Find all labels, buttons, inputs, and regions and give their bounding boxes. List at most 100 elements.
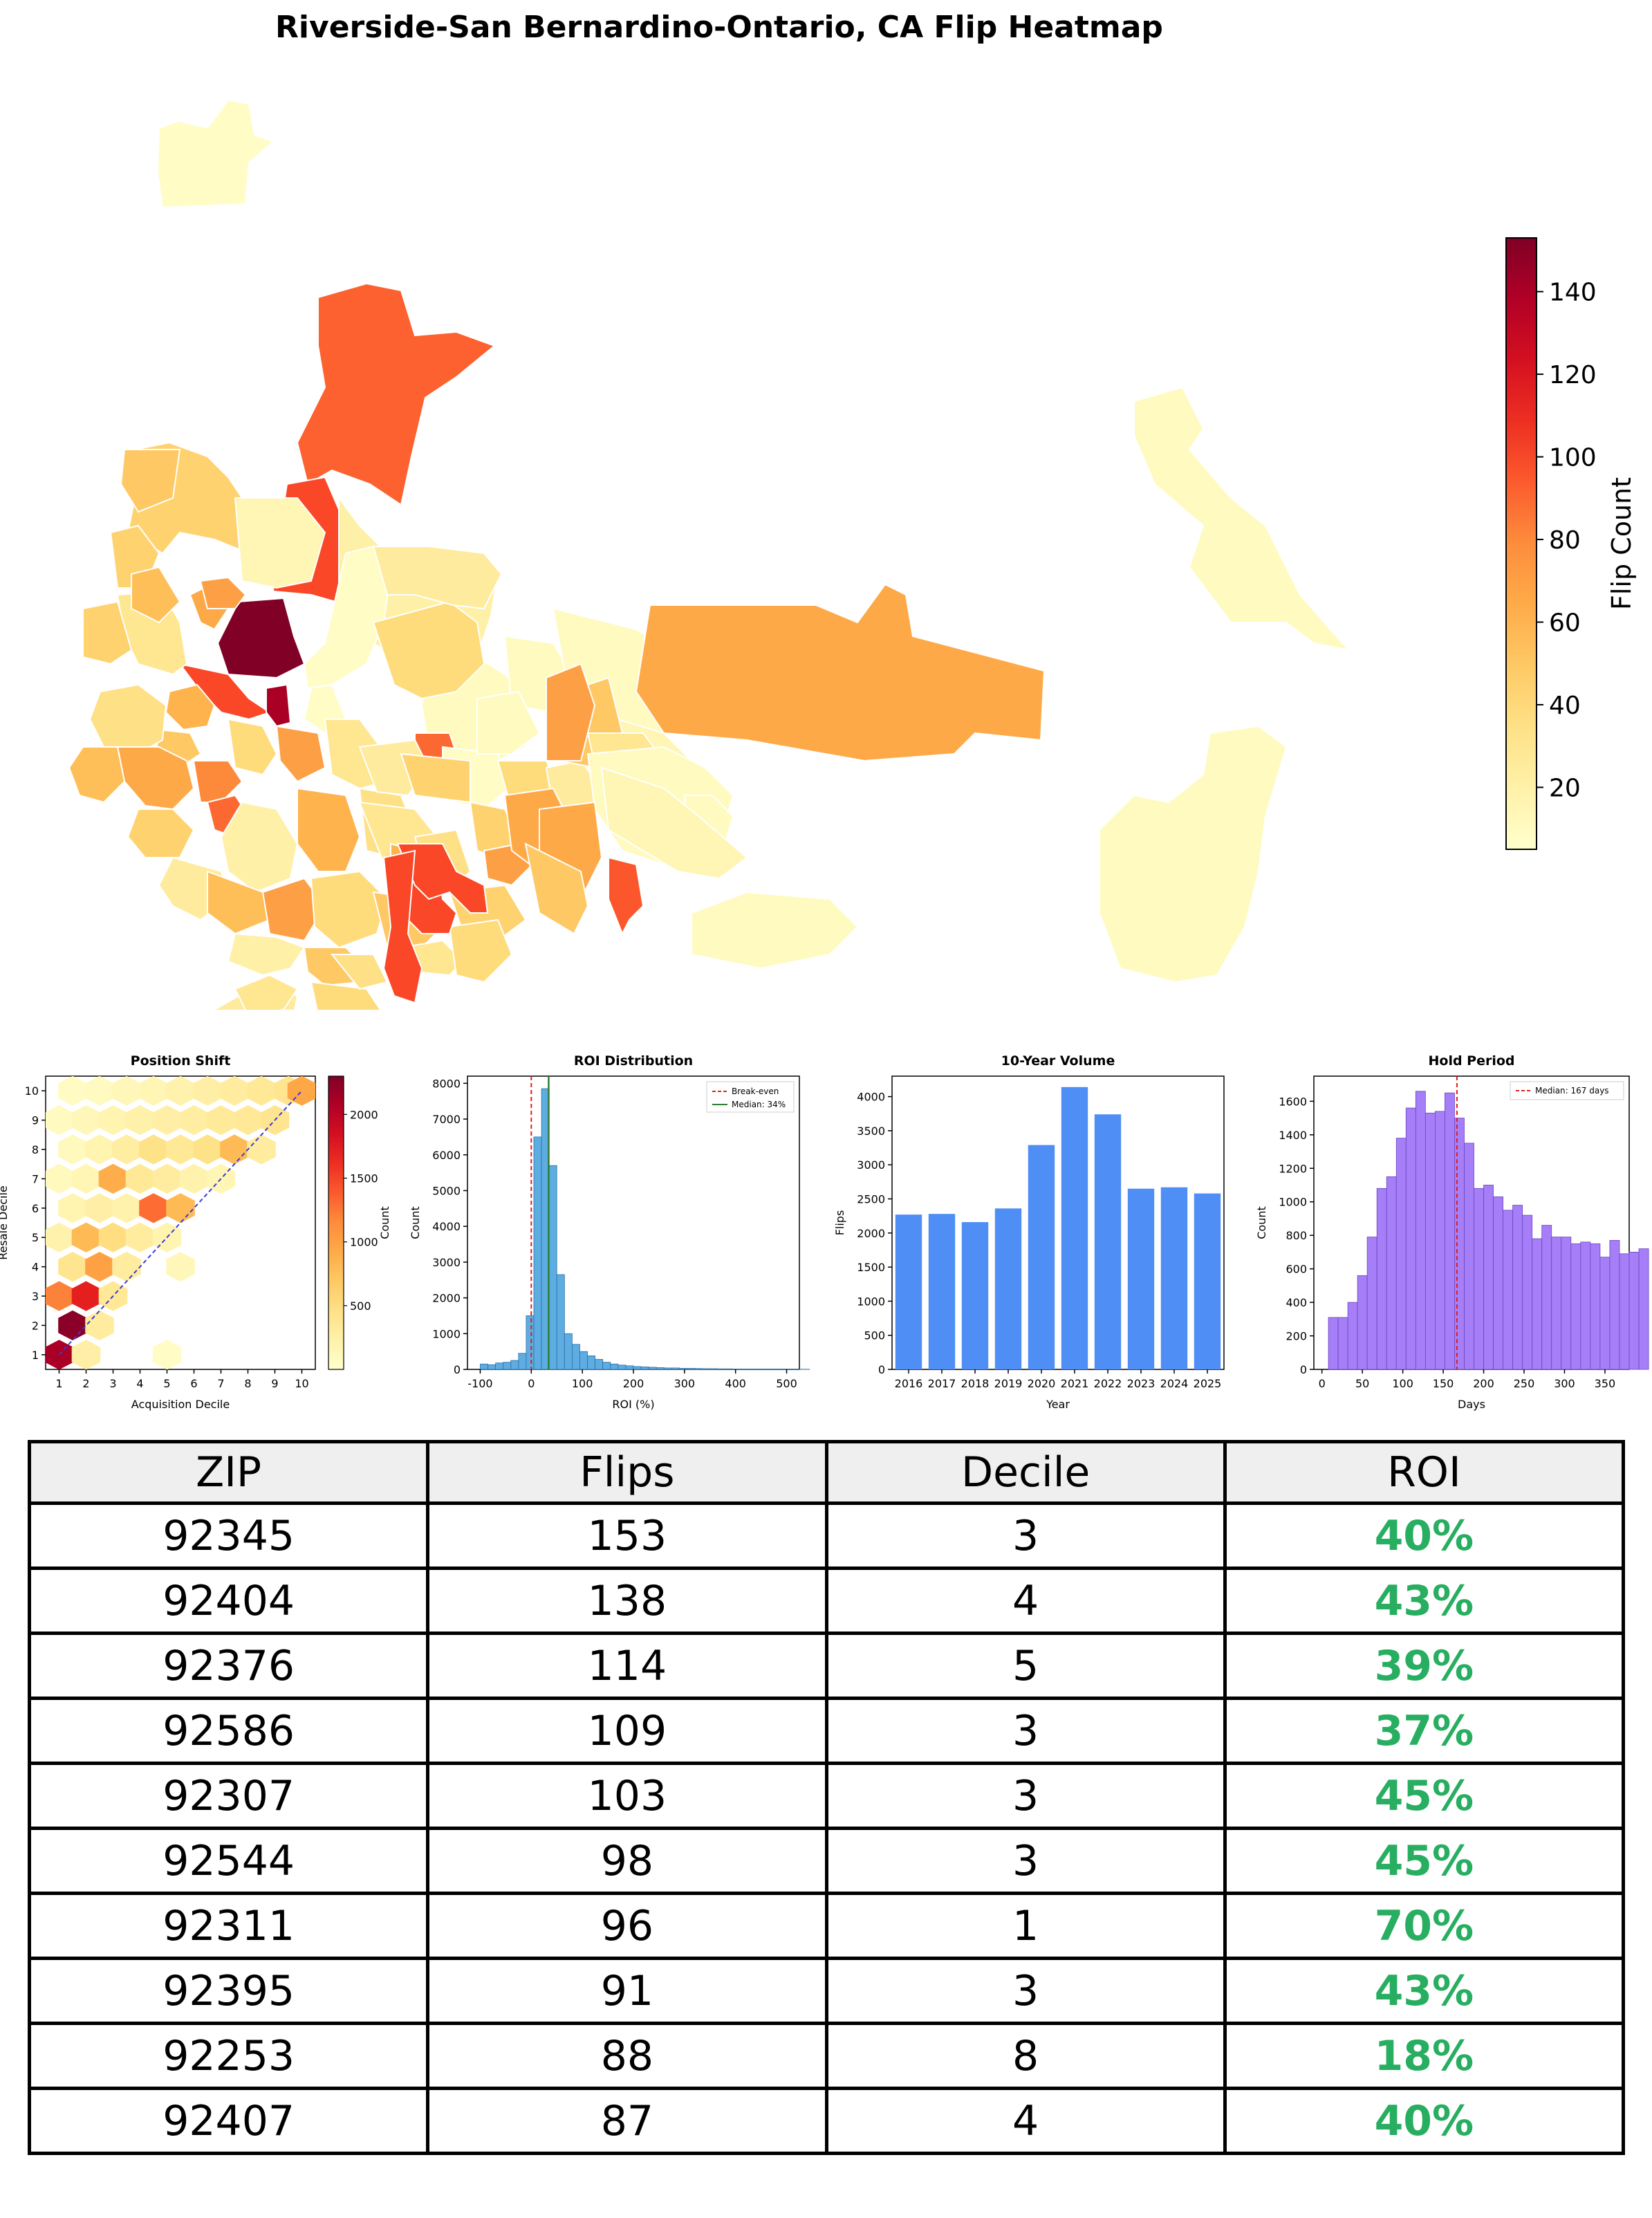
hexbin-cell bbox=[220, 1076, 249, 1106]
hexbin-cell bbox=[166, 1193, 195, 1223]
zip-cell: 92586 bbox=[27, 1697, 430, 1765]
hexbin-cell bbox=[112, 1193, 141, 1223]
hexbin-cell bbox=[206, 1105, 236, 1136]
colorbar-label: Flip Count bbox=[1606, 477, 1637, 610]
histogram-bar bbox=[687, 1368, 696, 1370]
y-axis-label: Resale Decile bbox=[0, 1185, 10, 1259]
histogram-bar bbox=[1474, 1187, 1484, 1370]
x-axis-label: Days bbox=[1458, 1398, 1485, 1411]
y-tick-label: 4000 bbox=[857, 1091, 885, 1104]
hexbin-cell bbox=[112, 1134, 141, 1165]
histogram-bar bbox=[1493, 1196, 1504, 1370]
map-region bbox=[330, 954, 389, 990]
map-region bbox=[396, 843, 489, 914]
decile-cell: 3 bbox=[824, 1501, 1227, 1570]
hexbin-colorbar bbox=[328, 1075, 344, 1370]
hexbin-cell bbox=[98, 1105, 128, 1136]
histogram-bar bbox=[1522, 1214, 1533, 1370]
histogram-bar bbox=[679, 1368, 687, 1370]
map-region bbox=[635, 583, 1046, 762]
histogram-bar bbox=[503, 1362, 512, 1370]
y-tick-label: 1000 bbox=[432, 1327, 461, 1340]
map-region bbox=[192, 760, 243, 803]
hexbin-cell bbox=[98, 1163, 128, 1194]
x-tick-label: 2020 bbox=[1028, 1377, 1056, 1390]
x-tick-label: 500 bbox=[776, 1377, 797, 1390]
volume-bar bbox=[1028, 1145, 1055, 1369]
y-tick-label: 2500 bbox=[857, 1192, 885, 1205]
histogram-bar bbox=[1590, 1243, 1601, 1370]
histogram-bar bbox=[1357, 1275, 1368, 1370]
roi-cell: 70% bbox=[1223, 1892, 1626, 1960]
histogram-bar bbox=[587, 1355, 596, 1370]
legend-box bbox=[706, 1081, 795, 1113]
histogram-bar bbox=[610, 1363, 619, 1370]
hexbin-cell bbox=[139, 1134, 168, 1165]
histogram-bar bbox=[518, 1353, 527, 1370]
histogram-bar bbox=[1337, 1317, 1348, 1370]
flips-cell: 103 bbox=[426, 1762, 828, 1830]
y-tick-label: 0 bbox=[878, 1363, 885, 1376]
histogram-bar bbox=[480, 1363, 488, 1370]
hold-period-chart: Hold Period Days Count 0 50 100 150 200 250 300 35… bbox=[1255, 1053, 1649, 1411]
hexbin-cell bbox=[247, 1134, 276, 1165]
y-tick-label: 200 bbox=[1286, 1330, 1307, 1343]
y-tick-label: 4 bbox=[32, 1261, 39, 1274]
colorbar-label: Count bbox=[378, 1206, 391, 1239]
roi-cell: 45% bbox=[1223, 1827, 1626, 1895]
hexbin-cell bbox=[71, 1340, 101, 1369]
volume-bar bbox=[1061, 1087, 1088, 1369]
hexbin-cell bbox=[71, 1222, 101, 1253]
y-tick-label: 3000 bbox=[432, 1256, 461, 1269]
histogram-bar bbox=[648, 1367, 657, 1370]
y-tick-label: 6000 bbox=[432, 1149, 461, 1162]
y-tick-label: 1 bbox=[32, 1349, 39, 1362]
x-axis-label: Year bbox=[1046, 1398, 1070, 1411]
flips-cell: 91 bbox=[426, 1957, 828, 2025]
histogram-bar bbox=[656, 1367, 665, 1370]
zip-cell: 92404 bbox=[27, 1567, 430, 1635]
histogram-bar bbox=[510, 1360, 519, 1370]
table-header-row: ZIP Flips Decile ROI bbox=[27, 1440, 1626, 1505]
decile-cell: 3 bbox=[824, 1697, 1227, 1765]
zip-cell: 92311 bbox=[27, 1892, 430, 1960]
histogram-bar bbox=[1599, 1257, 1611, 1370]
header-zip: ZIP bbox=[27, 1440, 430, 1505]
x-tick-label: 0 bbox=[528, 1377, 535, 1390]
histogram-bar bbox=[1366, 1237, 1377, 1370]
y-tick-label: 500 bbox=[864, 1329, 885, 1342]
histogram-bar bbox=[1570, 1243, 1581, 1370]
histogram-bar bbox=[579, 1351, 588, 1370]
hexbin-cell bbox=[85, 1134, 114, 1165]
decile-cell: 4 bbox=[824, 1567, 1227, 1635]
hexbin-cell bbox=[220, 1134, 249, 1165]
histogram-bar bbox=[1386, 1176, 1397, 1370]
hexbin-cell bbox=[125, 1105, 155, 1136]
zip-cell: 92307 bbox=[27, 1762, 430, 1830]
map-region bbox=[608, 856, 644, 936]
map-region bbox=[116, 746, 195, 811]
chart-title: Position Shift bbox=[131, 1053, 231, 1069]
histogram-bar bbox=[595, 1359, 604, 1370]
x-tick-label: 4 bbox=[136, 1377, 143, 1390]
decile-cell: 3 bbox=[824, 1762, 1227, 1830]
x-tick-label: 350 bbox=[1595, 1377, 1616, 1390]
y-tick-label: 400 bbox=[1286, 1296, 1307, 1309]
x-tick-label: 2021 bbox=[1061, 1377, 1089, 1390]
volume-bar bbox=[1160, 1187, 1188, 1369]
colorbar-tick-label: 120 bbox=[1549, 361, 1597, 389]
flips-cell: 88 bbox=[426, 2022, 828, 2090]
volume-bar bbox=[1127, 1188, 1155, 1369]
y-tick-label: 3000 bbox=[857, 1158, 885, 1172]
x-axis-label: Acquisition Decile bbox=[131, 1398, 230, 1411]
roi-cell: 18% bbox=[1223, 2022, 1626, 2090]
colorbar-tick-label: 1000 bbox=[350, 1236, 378, 1249]
volume-bar bbox=[1094, 1114, 1122, 1369]
hexbin-cell bbox=[233, 1105, 263, 1136]
hexbin-cell bbox=[85, 1252, 114, 1282]
y-tick-label: 600 bbox=[1286, 1263, 1307, 1276]
colorbar-tick-label: 60 bbox=[1549, 609, 1581, 637]
x-tick-label: 10 bbox=[295, 1377, 308, 1390]
hexbin-cell bbox=[166, 1252, 195, 1282]
map-region bbox=[227, 932, 306, 977]
